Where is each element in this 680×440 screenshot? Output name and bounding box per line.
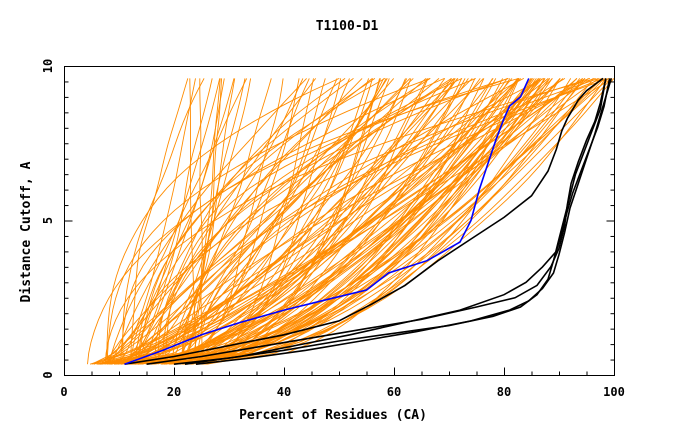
highlighted-model-lines xyxy=(124,77,613,365)
background-series-line xyxy=(124,78,428,365)
background-series-line xyxy=(118,78,513,365)
background-model-lines xyxy=(87,77,615,365)
background-series-line xyxy=(139,77,609,365)
background-series-line xyxy=(182,78,284,365)
background-series-line xyxy=(106,77,340,365)
background-series-line xyxy=(196,77,599,365)
chart-title: T1100-D1 xyxy=(316,19,379,34)
background-series-line xyxy=(164,78,300,365)
x-axis-label: Percent of Residues (CA) xyxy=(239,408,427,423)
background-series-line xyxy=(206,78,572,365)
highlight-series-line-black xyxy=(146,78,607,365)
background-series-line xyxy=(204,78,603,365)
x-tick-label: 60 xyxy=(387,385,401,399)
background-series-line xyxy=(161,78,551,365)
background-series-line xyxy=(109,78,406,365)
background-series-line xyxy=(170,78,519,365)
background-series-line xyxy=(116,78,326,365)
background-series-line xyxy=(185,78,388,365)
background-series-line xyxy=(173,78,429,365)
background-series-line xyxy=(164,78,612,365)
background-series-line xyxy=(179,78,381,365)
background-series-line xyxy=(122,78,205,365)
highlight-series-line-black xyxy=(173,78,607,365)
background-series-line xyxy=(125,78,221,365)
background-series-line xyxy=(101,78,395,365)
background-series-line xyxy=(162,77,476,365)
background-series-line xyxy=(120,78,473,365)
background-series-line xyxy=(105,78,455,365)
background-series-line xyxy=(182,78,373,365)
y-tick-label: 0 xyxy=(41,371,55,378)
x-tick-label: 100 xyxy=(603,385,625,399)
background-series-line xyxy=(114,78,225,365)
background-series-line xyxy=(91,78,235,365)
background-series-line xyxy=(176,78,223,365)
background-series-line xyxy=(130,77,591,365)
background-series-line xyxy=(191,78,561,365)
y-axis-ticks: 0 5 10 xyxy=(41,59,615,379)
background-series-line xyxy=(130,78,213,365)
background-series-line xyxy=(89,78,520,365)
x-tick-label: 80 xyxy=(497,385,511,399)
background-series-line xyxy=(130,78,456,365)
background-series-line xyxy=(141,78,373,365)
background-series-line xyxy=(148,78,412,365)
y-tick-label: 5 xyxy=(41,217,55,224)
background-series-line xyxy=(154,77,509,365)
background-series-line xyxy=(146,78,236,365)
background-series-line xyxy=(121,78,566,365)
background-series-line xyxy=(134,78,581,365)
y-tick-label: 10 xyxy=(41,59,55,73)
background-series-line xyxy=(187,78,541,365)
background-series-line xyxy=(191,78,539,365)
x-tick-label: 20 xyxy=(167,385,181,399)
background-series-line xyxy=(189,78,198,365)
background-series-line xyxy=(120,78,508,365)
x-tick-label: 0 xyxy=(60,385,67,399)
highlight-series-line-blue xyxy=(124,78,530,365)
x-axis-ticks: 0 20 40 60 80 100 xyxy=(60,367,625,399)
background-series-line xyxy=(131,78,476,365)
background-series-line xyxy=(197,78,578,365)
background-series-line xyxy=(197,78,520,365)
background-series-line xyxy=(119,78,411,365)
background-series-line xyxy=(148,78,466,365)
x-tick-label: 40 xyxy=(277,385,291,399)
background-series-line xyxy=(189,78,520,365)
background-series-line xyxy=(137,78,376,365)
highlight-series-line-black xyxy=(124,77,604,365)
background-series-line xyxy=(150,78,561,365)
y-axis-label: Distance Cutoff, A xyxy=(19,161,34,302)
background-series-line xyxy=(163,78,589,365)
background-series-line xyxy=(179,78,385,365)
background-series-line xyxy=(99,78,440,365)
background-series-line xyxy=(130,78,189,365)
background-series-line xyxy=(171,78,431,365)
highlight-series-line-black xyxy=(195,78,613,365)
background-series-line xyxy=(93,78,549,365)
background-series-line xyxy=(181,78,458,365)
background-series-line xyxy=(200,78,381,365)
background-series-line xyxy=(169,78,338,365)
background-series-line xyxy=(160,78,532,365)
background-series-line xyxy=(96,78,455,365)
